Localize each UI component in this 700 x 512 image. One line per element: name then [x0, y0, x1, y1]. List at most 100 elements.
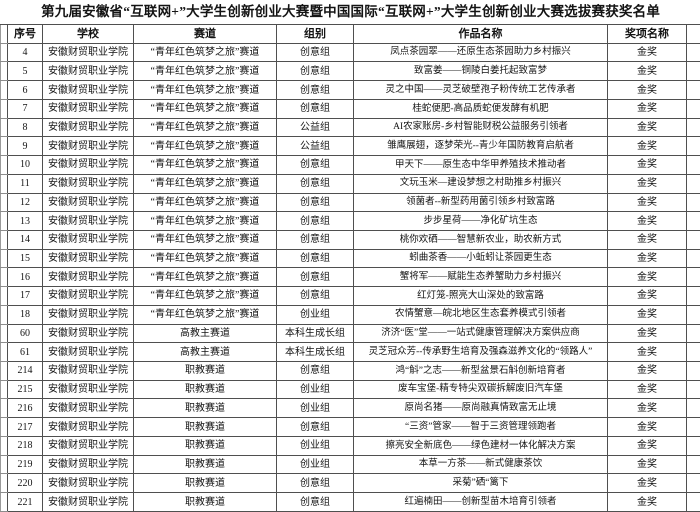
cell-track: “青年红色筑梦之旅”赛道 — [133, 117, 277, 138]
left-gutter-cell — [0, 454, 8, 475]
cell-award: 金奖 — [607, 342, 687, 362]
right-gutter-cell — [685, 435, 700, 456]
cell-school: 安徽财贸职业学院 — [42, 117, 134, 138]
cell-group: 创业组 — [276, 379, 354, 400]
cell-award: 金奖 — [607, 248, 687, 269]
cell-award: 金奖 — [607, 454, 687, 475]
right-gutter-cell — [685, 117, 700, 138]
cell-group: 创意组 — [276, 61, 354, 82]
cell-award: 金奖 — [607, 360, 687, 381]
cell-track: 职教赛道 — [133, 379, 277, 400]
cell-index: 10 — [7, 155, 43, 175]
table-row: 218 安徽财贸职业学院 职教赛道 创业组 擦亮安全新底色——绿色建材一体化解决方案 金奖 — [0, 435, 700, 456]
cell-school: 安徽财贸职业学院 — [42, 61, 134, 82]
cell-index: 4 — [7, 42, 43, 63]
right-gutter-cell — [685, 492, 700, 512]
cell-group: 创意组 — [276, 192, 354, 213]
cell-group: 创意组 — [276, 98, 354, 119]
cell-school: 安徽财贸职业学院 — [42, 248, 134, 269]
cell-work-name: 鸿“斛”之志——新型盆景石斛创新培育者 — [353, 360, 608, 381]
cell-track: 职教赛道 — [133, 417, 277, 437]
cell-school: 安徽财贸职业学院 — [42, 398, 134, 419]
cell-school: 安徽财贸职业学院 — [42, 211, 134, 231]
cell-school: 安徽财贸职业学院 — [42, 304, 134, 325]
table-row: 12 安徽财贸职业学院 “青年红色筑梦之旅”赛道 创意组 领菌者--新型药用菌引领乡村致… — [0, 192, 700, 213]
cell-index: 9 — [7, 136, 43, 157]
cell-track: “青年红色筑梦之旅”赛道 — [133, 136, 277, 157]
cell-track: 职教赛道 — [133, 454, 277, 475]
cell-index: 218 — [7, 435, 43, 456]
cell-track: 职教赛道 — [133, 360, 277, 381]
table-row: 11 安徽财贸职业学院 “青年红色筑梦之旅”赛道 创意组 文玩玉米—建设梦想之村助推乡村… — [0, 173, 700, 194]
cell-school: 安徽财贸职业学院 — [42, 492, 134, 512]
cell-work-name: 农情蟹意—皖北地区生态套养模式引领者 — [353, 304, 608, 325]
right-gutter-cell — [685, 304, 700, 325]
cell-track: “青年红色筑梦之旅”赛道 — [133, 80, 277, 100]
cell-work-name: 蚓曲茶香——小蚯蚓让茶园更生态 — [353, 248, 608, 269]
right-gutter-cell — [685, 173, 700, 194]
cell-work-name: 采菊”硒“篱下 — [353, 473, 608, 494]
cell-group: 本科生成长组 — [276, 323, 354, 344]
title-row: 第九届安徽省“互联网+”大学生创新创业大赛暨中国国际“互联网+”大学生创新创业大… — [0, 0, 700, 26]
cell-work-name: 灵芝冠众芳--传承野生培育及强森滋养文化的“领路人” — [353, 342, 608, 362]
cell-index: 215 — [7, 379, 43, 400]
cell-work-name: 擦亮安全新底色——绿色建材一体化解决方案 — [353, 435, 608, 456]
left-gutter-cell — [0, 42, 8, 63]
cell-school: 安徽财贸职业学院 — [42, 267, 134, 288]
table-row: 14 安徽财贸职业学院 “青年红色筑梦之旅”赛道 创意组 桃你欢硒——智慧新农业，助农新… — [0, 229, 700, 250]
cell-track: “青年红色筑梦之旅”赛道 — [133, 229, 277, 250]
cell-index: 5 — [7, 61, 43, 82]
cell-track: 职教赛道 — [133, 435, 277, 456]
cell-work-name: 桃你欢硒——智慧新农业，助农新方式 — [353, 229, 608, 250]
right-gutter-cell — [685, 24, 700, 44]
left-gutter-cell — [0, 229, 8, 250]
cell-index: 8 — [7, 117, 43, 138]
left-gutter-cell — [0, 360, 8, 381]
cell-index: 17 — [7, 286, 43, 306]
right-gutter-cell — [685, 342, 700, 362]
table-row: 219 安徽财贸职业学院 职教赛道 创业组 本草一方茶——新式健康茶饮 金奖 — [0, 454, 700, 475]
cell-index: 219 — [7, 454, 43, 475]
cell-track: “青年红色筑梦之旅”赛道 — [133, 267, 277, 288]
cell-award: 金奖 — [607, 117, 687, 138]
table-row: 216 安徽财贸职业学院 职教赛道 创业组 原尚名猪——原尚融真情致富无止境 金奖 — [0, 398, 700, 419]
table-row: 4 安徽财贸职业学院 “青年红色筑梦之旅”赛道 创意组 凤点茶园翠——还原生态茶园助力乡… — [0, 42, 700, 63]
header-row: 序号 学校 赛道 组别 作品名称 奖项名称 — [0, 24, 700, 44]
table-row: 13 安徽财贸职业学院 “青年红色筑梦之旅”赛道 创意组 步步星荷——净化矿坑生态 金奖 — [0, 211, 700, 231]
cell-school: 安徽财贸职业学院 — [42, 173, 134, 194]
cell-index: 216 — [7, 398, 43, 419]
cell-award: 金奖 — [607, 323, 687, 344]
table-row: 60 安徽财贸职业学院 高教主赛道 本科生成长组 济济“医”堂——一站式健康管理解决方案… — [0, 323, 700, 344]
left-gutter-cell — [0, 417, 8, 437]
page-title: 第九届安徽省“互联网+”大学生创新创业大赛暨中国国际“互联网+”大学生创新创业大… — [0, 0, 700, 26]
cell-award: 金奖 — [607, 173, 687, 194]
right-gutter-cell — [685, 98, 700, 119]
cell-award: 金奖 — [607, 211, 687, 231]
cell-work-name: 灵之中国——灵芝破壁孢子粉传统工艺传承者 — [353, 80, 608, 100]
cell-school: 安徽财贸职业学院 — [42, 454, 134, 475]
cell-group: 本科生成长组 — [276, 342, 354, 362]
right-gutter-cell — [685, 267, 700, 288]
cell-group: 创意组 — [276, 417, 354, 437]
cell-track: 职教赛道 — [133, 473, 277, 494]
cell-school: 安徽财贸职业学院 — [42, 80, 134, 100]
cell-school: 安徽财贸职业学院 — [42, 417, 134, 437]
cell-work-name: 凤点茶园翠——还原生态茶园助力乡村振兴 — [353, 42, 608, 63]
header-index: 序号 — [7, 24, 43, 44]
left-gutter-cell — [0, 80, 8, 100]
cell-award: 金奖 — [607, 417, 687, 437]
cell-school: 安徽财贸职业学院 — [42, 192, 134, 213]
cell-award: 金奖 — [607, 98, 687, 119]
cell-track: 职教赛道 — [133, 398, 277, 419]
left-gutter-cell — [0, 398, 8, 419]
cell-group: 创意组 — [276, 211, 354, 231]
right-gutter-cell — [685, 136, 700, 157]
cell-group: 创意组 — [276, 173, 354, 194]
cell-award: 金奖 — [607, 229, 687, 250]
cell-award: 金奖 — [607, 61, 687, 82]
cell-track: “青年红色筑梦之旅”赛道 — [133, 304, 277, 325]
cell-award: 金奖 — [607, 286, 687, 306]
left-gutter-cell — [0, 304, 8, 325]
header-work-name: 作品名称 — [353, 24, 608, 44]
cell-track: “青年红色筑梦之旅”赛道 — [133, 155, 277, 175]
